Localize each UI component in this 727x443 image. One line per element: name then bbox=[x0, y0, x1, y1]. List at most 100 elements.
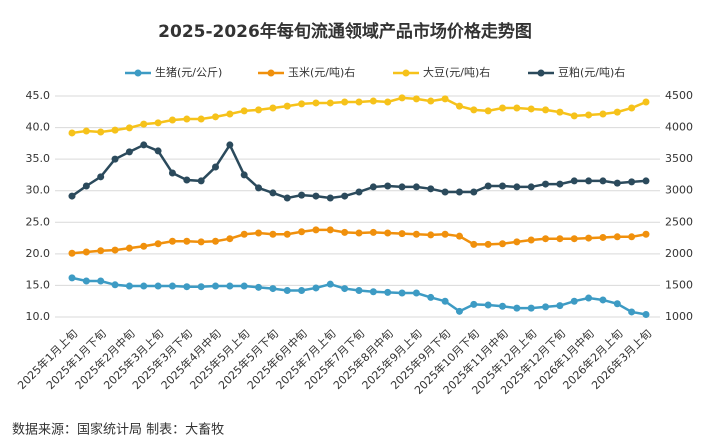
data-point bbox=[111, 281, 119, 289]
data-point bbox=[82, 127, 90, 135]
data-point bbox=[341, 192, 349, 200]
data-point bbox=[197, 177, 205, 185]
data-point bbox=[111, 246, 119, 254]
y-tick-label: 35.0 bbox=[26, 152, 51, 165]
data-point bbox=[628, 178, 636, 186]
y2-tick-label: 1500 bbox=[665, 278, 693, 291]
y2-tick-label: 4000 bbox=[665, 121, 693, 134]
data-point bbox=[283, 194, 291, 202]
data-point bbox=[427, 293, 435, 301]
y-tick-label: 20.0 bbox=[26, 247, 51, 260]
data-point bbox=[470, 300, 478, 308]
data-point bbox=[513, 104, 521, 112]
data-point bbox=[298, 100, 306, 108]
data-point bbox=[613, 108, 621, 116]
data-point bbox=[140, 141, 148, 149]
data-point bbox=[226, 110, 234, 118]
data-point bbox=[312, 226, 320, 234]
data-point bbox=[240, 230, 248, 238]
data-point bbox=[312, 284, 320, 292]
data-point bbox=[642, 230, 650, 238]
y-tick-label: 10.0 bbox=[26, 310, 51, 323]
data-point bbox=[298, 191, 306, 199]
data-point bbox=[499, 182, 506, 190]
data-point bbox=[140, 282, 148, 290]
data-point bbox=[398, 230, 406, 238]
data-point bbox=[283, 230, 291, 238]
data-point bbox=[68, 249, 76, 257]
data-point bbox=[269, 285, 277, 293]
data-point bbox=[398, 289, 406, 297]
data-point bbox=[312, 192, 320, 200]
data-point bbox=[82, 248, 90, 256]
data-point bbox=[412, 183, 420, 191]
legend-marker bbox=[134, 69, 142, 77]
data-point bbox=[470, 240, 478, 248]
data-point bbox=[226, 141, 234, 149]
data-point bbox=[484, 107, 492, 115]
data-point bbox=[570, 177, 578, 185]
data-point bbox=[269, 104, 277, 112]
data-point bbox=[82, 277, 90, 285]
data-point bbox=[412, 230, 420, 238]
data-point bbox=[499, 302, 506, 310]
data-point bbox=[326, 226, 334, 234]
data-point bbox=[441, 188, 449, 196]
data-point bbox=[441, 95, 449, 103]
data-point bbox=[384, 182, 392, 190]
data-point bbox=[283, 286, 291, 294]
data-point bbox=[82, 182, 90, 190]
data-point bbox=[183, 237, 191, 245]
data-point bbox=[542, 106, 550, 114]
data-point bbox=[542, 303, 550, 311]
data-point bbox=[642, 98, 650, 106]
data-point bbox=[398, 94, 406, 102]
data-point bbox=[556, 108, 564, 116]
data-point bbox=[183, 115, 191, 123]
data-point bbox=[269, 189, 277, 197]
data-point bbox=[369, 97, 377, 105]
legend-label: 生猪(元/公斤) bbox=[155, 65, 222, 79]
data-point bbox=[412, 95, 420, 103]
data-point bbox=[628, 104, 636, 112]
data-point bbox=[499, 240, 506, 248]
y2-tick-label: 3500 bbox=[665, 152, 693, 165]
data-point bbox=[111, 126, 119, 134]
data-point bbox=[513, 304, 521, 312]
data-point bbox=[226, 235, 234, 243]
legend-label: 玉米(元/吨)右 bbox=[288, 65, 355, 79]
data-point bbox=[312, 99, 320, 107]
data-point bbox=[255, 283, 263, 291]
data-point bbox=[384, 98, 392, 106]
data-point bbox=[154, 240, 162, 248]
data-point bbox=[183, 283, 191, 291]
data-point bbox=[628, 233, 636, 241]
data-point bbox=[154, 119, 162, 127]
data-point bbox=[570, 112, 578, 120]
data-point bbox=[355, 98, 363, 106]
data-point bbox=[240, 171, 248, 179]
data-point bbox=[183, 176, 191, 184]
data-point bbox=[470, 106, 478, 114]
data-point bbox=[168, 116, 176, 124]
y-tick-label: 30.0 bbox=[26, 184, 51, 197]
data-point bbox=[599, 110, 607, 118]
data-point bbox=[97, 247, 105, 255]
data-point bbox=[384, 288, 392, 296]
data-point bbox=[240, 107, 248, 115]
data-point bbox=[585, 177, 593, 185]
y-tick-label: 15.0 bbox=[26, 278, 51, 291]
data-point bbox=[269, 230, 277, 238]
data-point bbox=[212, 113, 219, 121]
data-point bbox=[455, 102, 463, 110]
data-point bbox=[628, 308, 636, 316]
data-point bbox=[470, 188, 478, 196]
data-point bbox=[212, 282, 219, 290]
data-point bbox=[154, 147, 162, 155]
data-point bbox=[369, 228, 377, 236]
data-point bbox=[197, 115, 205, 123]
data-point bbox=[97, 128, 105, 136]
data-point bbox=[527, 183, 535, 191]
data-point bbox=[441, 230, 449, 238]
